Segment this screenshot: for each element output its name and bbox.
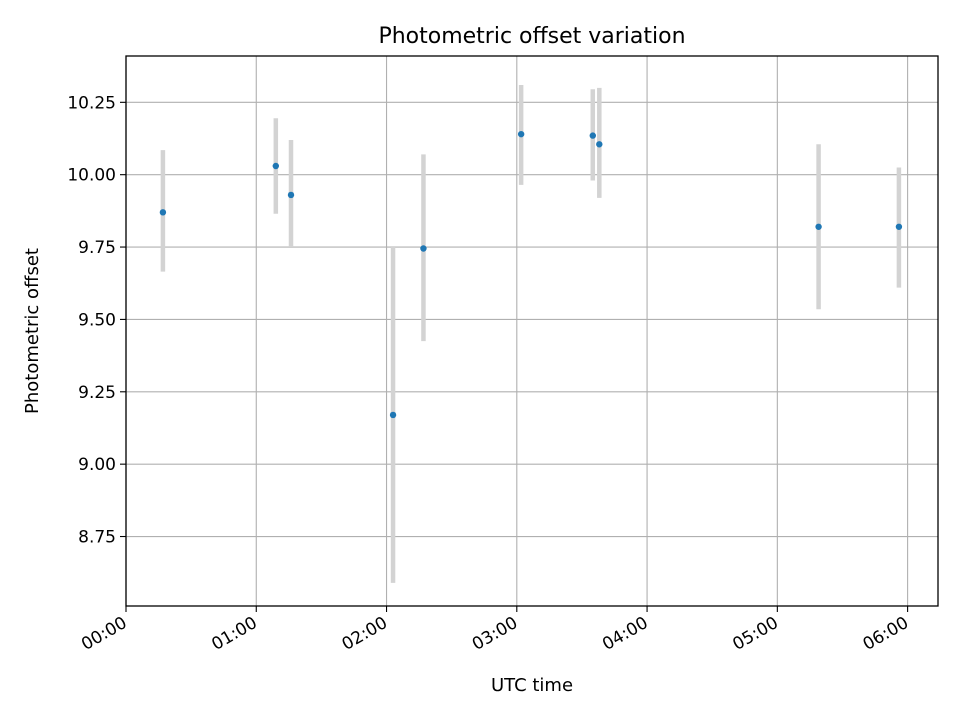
plot-frame	[125, 55, 939, 607]
data-point	[895, 223, 903, 230]
chart-title: Photometric offset variation	[378, 24, 685, 49]
data-point	[420, 245, 427, 252]
y-axis-label: Photometric offset	[22, 248, 43, 414]
y-tick-label: 10.25	[67, 93, 116, 113]
y-tick-label: 9.25	[78, 383, 116, 403]
y-axis-ticks: 8.75 9.00 9.25 9.50 9.75 10.00 10.25	[67, 93, 126, 548]
data-point	[589, 132, 596, 139]
data-point	[596, 141, 603, 148]
data-point	[287, 191, 295, 199]
grid-lines	[125, 56, 938, 606]
data-point	[272, 162, 280, 170]
y-tick-label: 9.00	[78, 455, 116, 475]
y-tick-label: 9.50	[78, 310, 116, 330]
data-point	[389, 411, 397, 419]
data-point	[815, 223, 822, 230]
y-tick-label: 10.00	[67, 166, 116, 186]
y-tick-label: 9.75	[78, 238, 116, 258]
data-points	[159, 130, 903, 419]
x-axis-label: UTC time	[491, 675, 573, 696]
data-point	[159, 209, 167, 216]
data-point	[517, 130, 525, 138]
y-tick-label: 8.75	[78, 528, 116, 548]
